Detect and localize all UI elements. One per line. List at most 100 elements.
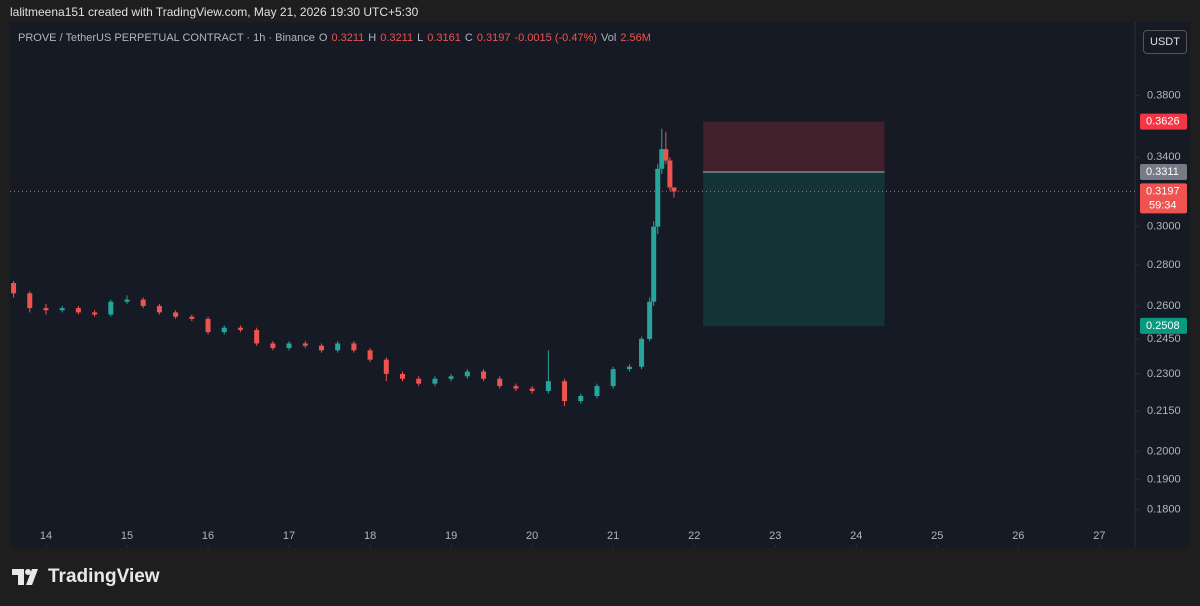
x-tick-label: 18 [364,530,376,542]
x-tick-label: 17 [283,530,295,542]
x-tick-label: 26 [1012,530,1024,542]
credit: lalitmeena151 created with TradingView.c… [10,5,419,19]
candle-body [647,301,653,339]
candle-body [610,369,616,387]
candle-body [286,343,292,349]
candle-body [108,301,114,315]
candle-body [562,381,568,402]
candle-body [448,376,454,379]
candle-body [351,343,357,351]
candle-body [497,378,503,387]
x-tick-label: 23 [769,530,781,542]
candle-body [481,371,487,379]
legend-value: 0.3211 [331,32,365,44]
candle-body [11,282,17,294]
legend-change: -0.0015 (-0.47%) [514,32,598,44]
y-tick-label: 0.1900 [1147,474,1181,486]
stop-zone [703,121,885,172]
legend-key: H [368,32,377,44]
candle-body [655,168,661,227]
legend-key: O [318,32,328,44]
candle-body [545,381,551,392]
candle-body [594,386,600,397]
countdown: 59:34 [1149,199,1177,211]
candle-body [189,316,195,319]
candle-body [383,359,389,374]
y-tick-label: 0.2450 [1147,333,1181,345]
logo-mark [12,569,38,585]
candle-body [237,327,243,330]
x-tick-label: 14 [40,530,52,542]
entry-label: 0.3311 [1146,166,1179,178]
x-tick-label: 20 [526,530,538,542]
y-tick-label: 0.2300 [1147,368,1181,380]
x-tick-label: 19 [445,530,457,542]
symbol: PROVE / TetherUS PERPETUAL CONTRACT · 1h… [18,32,315,44]
candle-body [400,373,406,379]
candle-body [27,293,33,309]
legend-value: 0.3197 [476,32,511,44]
candle-body [43,308,49,311]
legend-key: L [417,32,424,44]
logo-text: TradingView [48,566,160,587]
candle-body [464,371,470,377]
legend: PROVE / TetherUS PERPETUAL CONTRACT · 1h… [18,32,651,44]
y-tick-label: 0.2000 [1147,445,1181,457]
candle-body [663,149,669,161]
candle-body [156,305,162,313]
candle-body [124,299,130,302]
candle-body [302,343,308,346]
candle-body [639,338,645,367]
candle-body [318,345,324,351]
candle-body [367,350,373,360]
candle-body [659,149,665,169]
y-tick-label: 0.1800 [1147,504,1181,516]
logo: TradingView [12,566,160,588]
stop-label: 0.3626 [1146,116,1180,128]
candle-body [173,312,179,317]
candle-body [270,343,276,349]
target-zone [703,171,885,326]
legend-key: C [464,32,473,44]
target-label-box [1140,317,1187,334]
candle-body [626,366,632,370]
candle-body [667,160,673,188]
y-tick-label: 0.3000 [1147,221,1181,233]
y-tick-label: 0.3800 [1147,90,1181,102]
target-label: 0.2508 [1146,320,1180,332]
candle-body [651,226,657,302]
candle-body [335,343,341,351]
y-tick-label: 0.2600 [1147,300,1181,312]
legend-value: 0.3211 [380,32,414,44]
y-tick-label: 0.2150 [1147,405,1181,417]
candle-body [92,312,98,315]
currency-button[interactable]: USDT [1143,30,1187,54]
y-tick-label: 0.3400 [1147,151,1181,163]
last-price-label: 0.3197 [1146,185,1180,197]
legend-key: Vol [601,32,617,44]
entry-label-box [1140,163,1187,180]
candle-body [416,378,422,384]
candle-body [529,388,535,392]
x-tick-label: 21 [607,530,619,542]
x-tick-label: 16 [202,530,214,542]
candle-body [140,299,146,306]
candle-body [432,378,438,384]
candle-body [254,329,260,344]
candle-body [75,308,81,313]
x-tick-label: 24 [850,530,862,542]
last-price-label-box [1140,183,1187,214]
chart-panel [10,22,1190,548]
legend-value: 0.3161 [427,32,461,44]
candle-body [578,396,584,402]
y-tick-label: 0.2800 [1147,259,1181,271]
candle-body [205,318,211,333]
candle-body [513,386,519,389]
candle-body [671,187,677,192]
x-tick-label: 22 [688,530,700,542]
x-tick-label: 25 [931,530,943,542]
legend-volume: 2.56M [620,32,651,44]
x-tick-label: 27 [1093,530,1105,542]
